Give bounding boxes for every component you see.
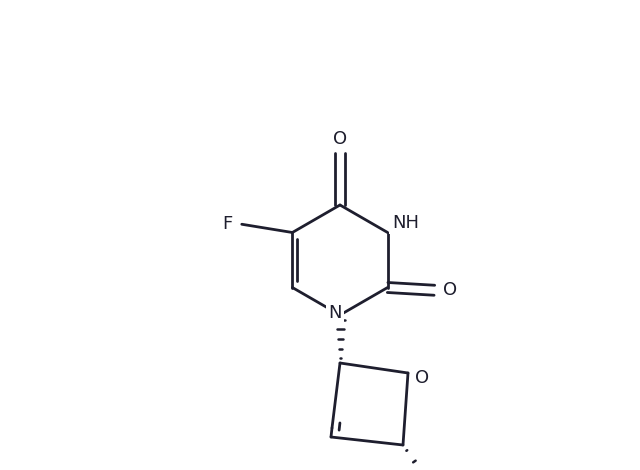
Text: O: O xyxy=(333,130,347,148)
Text: NH: NH xyxy=(392,213,419,232)
Text: O: O xyxy=(415,369,429,387)
Text: O: O xyxy=(444,281,458,299)
Text: F: F xyxy=(223,215,233,233)
Text: N: N xyxy=(328,304,342,322)
